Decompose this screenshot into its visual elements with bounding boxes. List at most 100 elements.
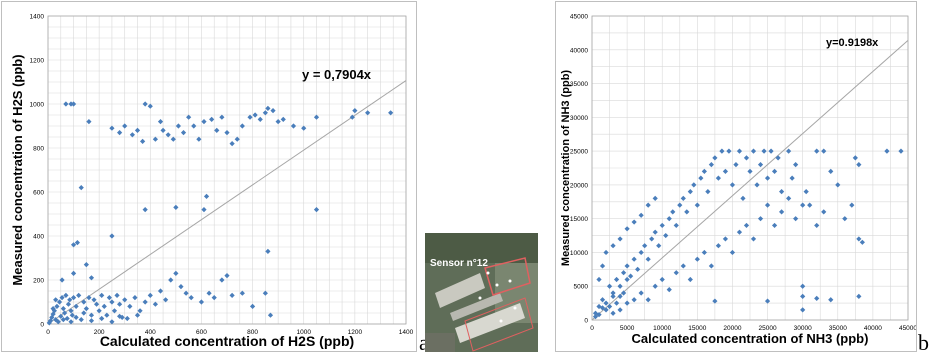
- data-point: [786, 195, 792, 201]
- data-point: [201, 119, 207, 125]
- data-point: [624, 300, 630, 306]
- data-point: [638, 290, 644, 296]
- x-tick-label: 0: [590, 325, 594, 332]
- data-point: [117, 301, 123, 307]
- data-point: [91, 297, 97, 303]
- data-point: [99, 292, 105, 298]
- data-point: [265, 248, 271, 254]
- data-point: [743, 222, 750, 229]
- data-point: [74, 240, 81, 246]
- data-point: [659, 222, 665, 229]
- data-point: [59, 277, 65, 283]
- data-point: [147, 103, 153, 109]
- data-point: [712, 155, 718, 161]
- data-point: [175, 123, 182, 129]
- data-point: [234, 136, 240, 142]
- data-point: [262, 290, 268, 296]
- data-point: [93, 301, 100, 307]
- y-tick-label: 15000: [570, 216, 588, 223]
- data-point: [73, 314, 79, 320]
- data-point: [50, 306, 56, 312]
- data-point: [814, 222, 820, 229]
- data-point: [140, 138, 146, 144]
- data-point: [86, 295, 92, 301]
- data-point: [214, 127, 220, 133]
- data-point: [229, 141, 235, 147]
- y-tick-label: 40000: [570, 47, 588, 54]
- data-point: [257, 116, 263, 122]
- data-point: [46, 320, 52, 326]
- data-point: [109, 233, 115, 239]
- data-point: [142, 101, 148, 107]
- x-tick-label: 1400: [399, 329, 414, 336]
- data-point: [211, 295, 217, 301]
- data-point: [599, 263, 606, 269]
- data-point: [86, 119, 92, 125]
- data-point: [49, 314, 55, 320]
- data-point: [712, 298, 718, 304]
- x-tick-label: 10000: [653, 325, 671, 332]
- data-point: [750, 236, 757, 242]
- data-point: [267, 312, 274, 318]
- data-point: [764, 298, 771, 304]
- data-point: [70, 242, 77, 248]
- data-point: [109, 125, 115, 131]
- data-point: [163, 297, 169, 303]
- data-point: [206, 290, 212, 296]
- data-point: [701, 249, 707, 256]
- data-point: [109, 299, 115, 305]
- y-tick-label: 25000: [570, 149, 588, 156]
- data-point: [63, 101, 69, 107]
- data-point: [69, 312, 75, 318]
- data-point: [828, 168, 834, 174]
- data-point: [764, 175, 771, 181]
- data-point: [73, 303, 79, 309]
- data-point: [59, 295, 65, 301]
- data-point: [740, 195, 746, 201]
- data-point: [715, 175, 721, 181]
- data-point: [856, 162, 862, 168]
- data-point: [262, 110, 268, 116]
- chart-b: 0 5000 10000 15000 20000 25000 30000 35000 40000…: [560, 14, 917, 347]
- data-point: [78, 317, 84, 323]
- data-point: [70, 101, 77, 107]
- data-point: [64, 315, 70, 322]
- y-tick-label: 600: [33, 190, 44, 197]
- data-point: [106, 295, 112, 301]
- data-point: [673, 222, 679, 229]
- data-point: [715, 243, 721, 249]
- data-point: [621, 270, 627, 276]
- data-point: [365, 110, 371, 116]
- data-point: [198, 299, 205, 305]
- data-point: [78, 185, 84, 191]
- data-point: [775, 155, 781, 161]
- data-point: [70, 270, 77, 276]
- panel-letter-b: b: [918, 330, 929, 355]
- data-point: [793, 216, 799, 222]
- data-point: [726, 148, 732, 154]
- data-point: [109, 319, 115, 325]
- data-point: [617, 236, 623, 242]
- data-point: [173, 204, 179, 210]
- data-point: [50, 311, 56, 317]
- data-point: [203, 193, 210, 199]
- data-point: [124, 315, 130, 322]
- data-point: [247, 114, 253, 120]
- data-point: [592, 314, 599, 320]
- data-point: [677, 202, 683, 208]
- data-point: [219, 277, 225, 283]
- data-point: [219, 114, 225, 120]
- data-point: [673, 270, 679, 276]
- data-point: [99, 315, 105, 322]
- data-point: [83, 306, 89, 312]
- data-point: [610, 293, 616, 299]
- x-tick-label: 35000: [829, 325, 847, 332]
- data-point: [352, 108, 358, 114]
- x-tick-label: 1200: [348, 329, 363, 336]
- data-point: [761, 148, 767, 154]
- data-point: [771, 168, 778, 174]
- y-axis-label: Measured concentration of NH3 (ppb): [560, 70, 572, 267]
- data-point: [821, 209, 827, 215]
- data-point: [722, 236, 729, 242]
- data-point: [666, 216, 672, 222]
